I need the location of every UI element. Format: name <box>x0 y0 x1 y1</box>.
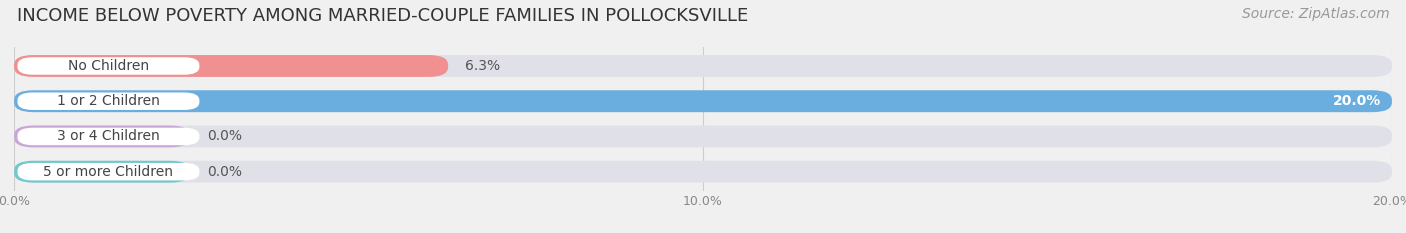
FancyBboxPatch shape <box>17 57 200 75</box>
FancyBboxPatch shape <box>14 55 1392 77</box>
FancyBboxPatch shape <box>14 90 1392 112</box>
Text: 3 or 4 Children: 3 or 4 Children <box>58 130 160 144</box>
Text: Source: ZipAtlas.com: Source: ZipAtlas.com <box>1241 7 1389 21</box>
Text: 6.3%: 6.3% <box>465 59 501 73</box>
Text: 5 or more Children: 5 or more Children <box>44 165 173 179</box>
FancyBboxPatch shape <box>17 163 200 180</box>
Text: 0.0%: 0.0% <box>207 130 242 144</box>
FancyBboxPatch shape <box>14 126 190 147</box>
FancyBboxPatch shape <box>14 126 1392 147</box>
Text: INCOME BELOW POVERTY AMONG MARRIED-COUPLE FAMILIES IN POLLOCKSVILLE: INCOME BELOW POVERTY AMONG MARRIED-COUPL… <box>17 7 748 25</box>
Text: 20.0%: 20.0% <box>1333 94 1382 108</box>
FancyBboxPatch shape <box>14 161 1392 183</box>
Text: No Children: No Children <box>67 59 149 73</box>
FancyBboxPatch shape <box>14 90 1392 112</box>
FancyBboxPatch shape <box>14 161 190 183</box>
FancyBboxPatch shape <box>17 128 200 145</box>
FancyBboxPatch shape <box>17 93 200 110</box>
FancyBboxPatch shape <box>14 55 449 77</box>
Text: 0.0%: 0.0% <box>207 165 242 179</box>
Text: 1 or 2 Children: 1 or 2 Children <box>58 94 160 108</box>
